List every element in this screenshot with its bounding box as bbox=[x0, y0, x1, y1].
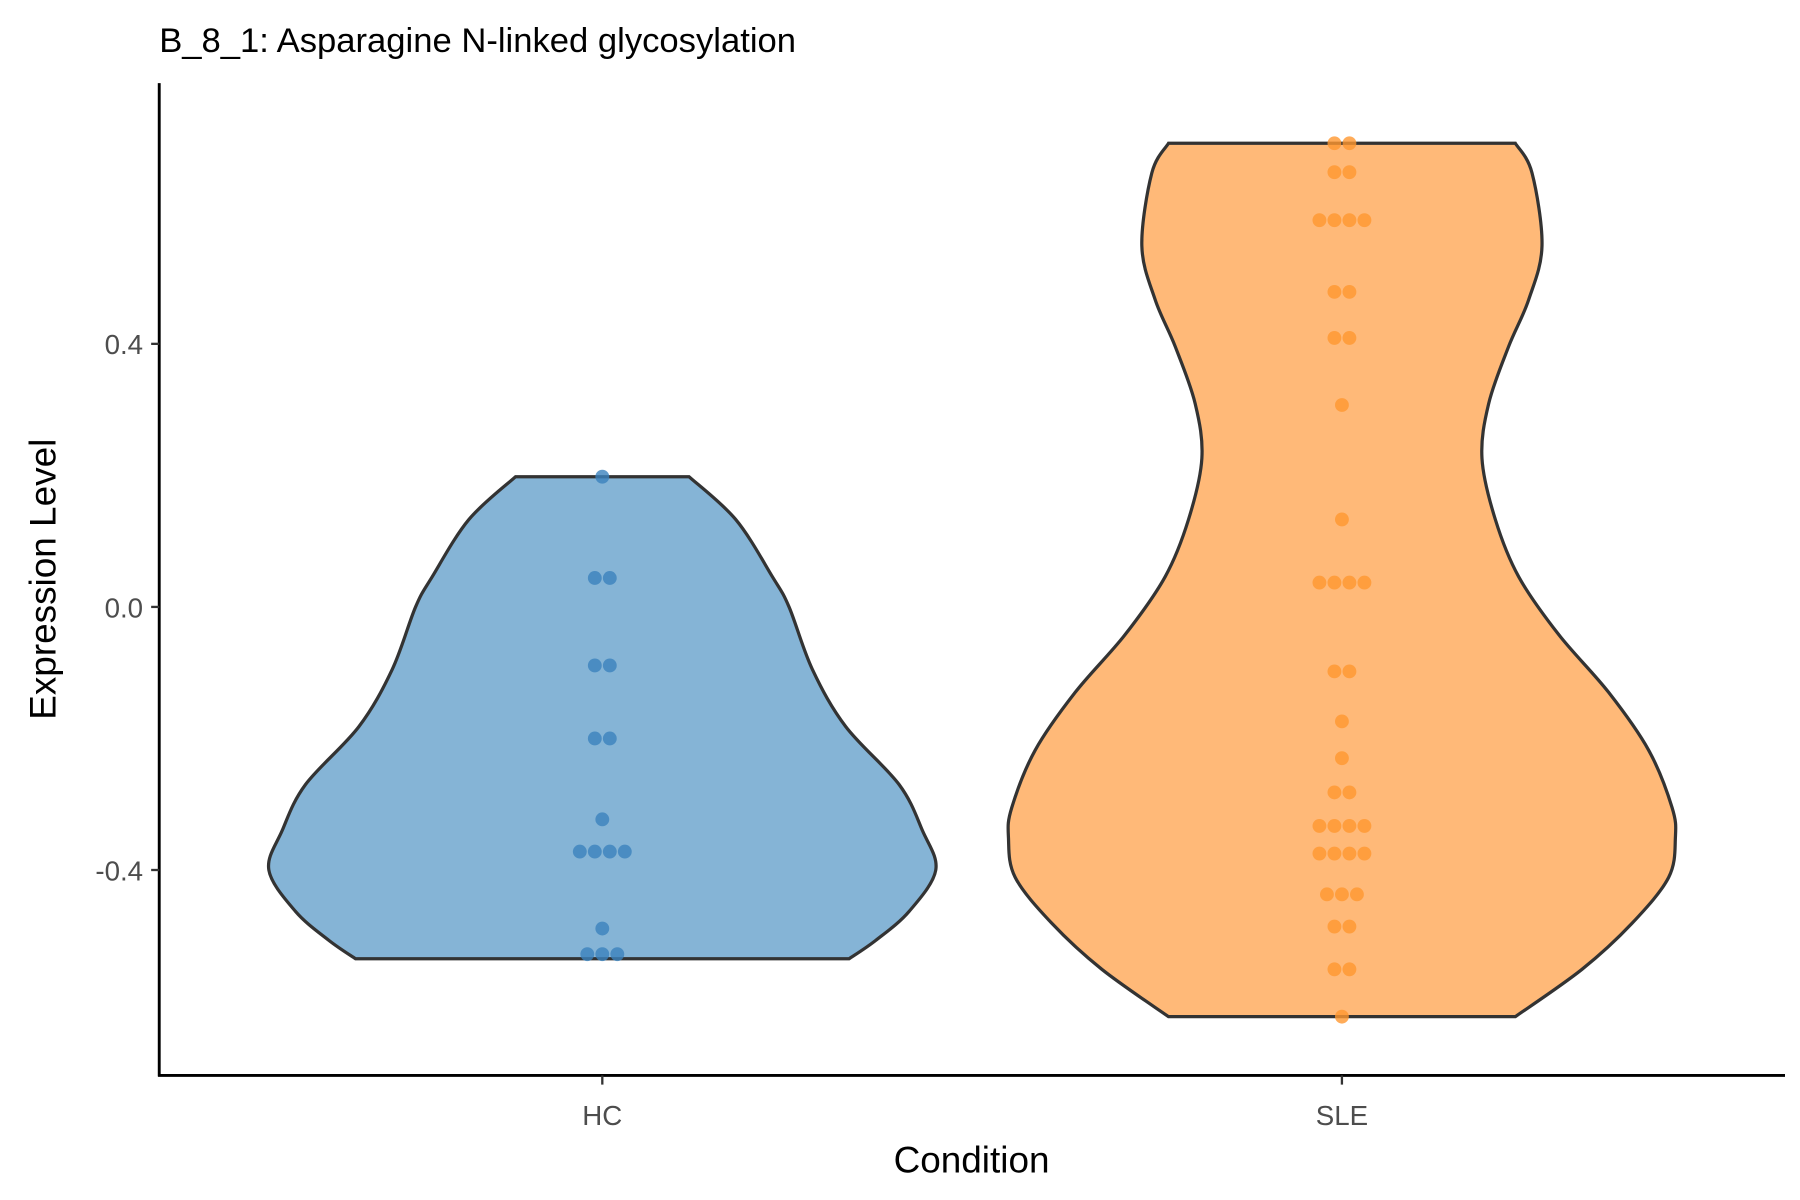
x-axis-label: Condition bbox=[894, 1139, 1050, 1180]
data-point-hc bbox=[587, 571, 602, 585]
data-point-sle bbox=[1342, 284, 1357, 299]
data-point-hc bbox=[587, 844, 602, 859]
data-point-hc bbox=[595, 469, 610, 484]
data-point-hc bbox=[572, 844, 587, 859]
violins bbox=[266, 141, 1678, 1019]
data-point-hc bbox=[587, 731, 602, 746]
x-ticks: HC SLE bbox=[582, 1075, 1368, 1131]
data-point-sle bbox=[1357, 846, 1372, 861]
y-axis-label: Expression Level bbox=[22, 439, 63, 720]
data-point-sle bbox=[1342, 819, 1357, 833]
data-point-sle bbox=[1327, 284, 1342, 299]
data-point-sle bbox=[1342, 962, 1357, 977]
data-point-sle bbox=[1312, 819, 1327, 833]
data-point-sle bbox=[1327, 846, 1342, 861]
data-point-hc bbox=[610, 947, 625, 962]
x-tick-label: SLE bbox=[1316, 1100, 1368, 1131]
data-point-hc bbox=[617, 844, 632, 859]
data-point-sle bbox=[1312, 846, 1327, 861]
data-point-hc bbox=[595, 947, 610, 962]
data-point-sle bbox=[1312, 213, 1327, 228]
x-tick-label: HC bbox=[582, 1100, 622, 1131]
data-point-sle bbox=[1335, 751, 1349, 766]
data-point-sle bbox=[1342, 575, 1357, 590]
data-point-sle bbox=[1357, 575, 1372, 590]
y-tick-label: -0.4 bbox=[95, 855, 143, 886]
data-point-hc bbox=[580, 947, 595, 962]
data-point-sle bbox=[1312, 575, 1327, 590]
data-point-hc bbox=[602, 571, 617, 585]
data-point-sle bbox=[1327, 664, 1342, 679]
data-point-hc bbox=[587, 658, 602, 673]
data-point-sle bbox=[1350, 887, 1364, 902]
data-point-hc bbox=[602, 844, 617, 859]
data-point-hc bbox=[595, 921, 610, 936]
data-point-sle bbox=[1342, 136, 1357, 151]
data-point-sle bbox=[1335, 512, 1349, 527]
data-point-sle bbox=[1327, 785, 1342, 800]
data-point-sle bbox=[1327, 575, 1342, 590]
data-point-sle bbox=[1342, 785, 1357, 800]
violin-hc bbox=[266, 475, 938, 961]
data-point-sle bbox=[1357, 213, 1372, 228]
data-point-sle bbox=[1335, 398, 1349, 412]
data-point-hc bbox=[595, 812, 610, 827]
data-point-sle bbox=[1342, 846, 1357, 861]
data-point-sle bbox=[1327, 819, 1342, 833]
data-point-hc bbox=[602, 658, 617, 673]
data-point-sle bbox=[1320, 887, 1334, 902]
data-point-sle bbox=[1342, 664, 1357, 679]
data-point-sle bbox=[1327, 213, 1342, 228]
points bbox=[572, 136, 1372, 1024]
data-point-sle bbox=[1342, 919, 1357, 934]
data-point-sle bbox=[1342, 213, 1357, 228]
data-point-sle bbox=[1335, 714, 1349, 729]
data-point-sle bbox=[1342, 165, 1357, 180]
data-point-sle bbox=[1327, 136, 1342, 151]
y-tick-label: 0.4 bbox=[105, 329, 144, 360]
data-point-sle bbox=[1335, 887, 1349, 902]
chart-title: B_8_1: Asparagine N-linked glycosylation bbox=[159, 22, 796, 60]
data-point-sle bbox=[1327, 962, 1342, 977]
violin-sle bbox=[1006, 141, 1678, 1019]
data-point-sle bbox=[1327, 165, 1342, 180]
data-point-sle bbox=[1357, 819, 1372, 833]
data-point-sle bbox=[1335, 1009, 1349, 1024]
data-point-hc bbox=[602, 731, 617, 746]
y-tick-label: 0.0 bbox=[105, 592, 144, 623]
data-point-sle bbox=[1327, 919, 1342, 934]
data-point-sle bbox=[1342, 331, 1357, 345]
y-ticks: 0.4 0.0 -0.4 bbox=[95, 329, 160, 886]
data-point-sle bbox=[1327, 331, 1342, 345]
